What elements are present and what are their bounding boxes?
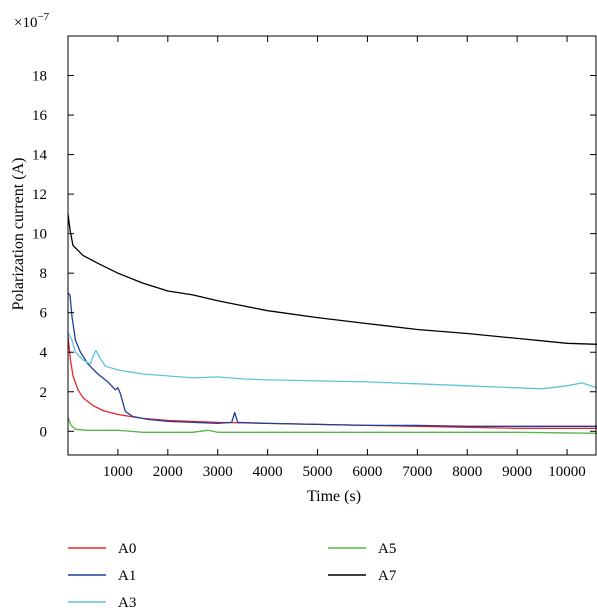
x-tick-label: 4000 xyxy=(253,464,283,480)
y-tick-label: 12 xyxy=(32,187,47,203)
x-axis: 1000 2000 3000 4000 5000 6000 7000 8000 9000 1000… xyxy=(103,36,586,480)
legend-item-a1: A1 xyxy=(68,568,136,584)
x-tick-label: 9000 xyxy=(502,464,532,480)
legend-label: A1 xyxy=(118,568,136,584)
y-axis: 0 2 4 6 8 10 12 14 16 18 xyxy=(32,69,596,440)
x-tick-label: 5000 xyxy=(303,464,333,480)
series-line-a3 xyxy=(68,332,597,390)
x-tick-label: 10000 xyxy=(548,464,586,480)
series-line-a0 xyxy=(68,336,597,429)
x-tick-label: 3000 xyxy=(203,464,233,480)
x-tick-label: 6000 xyxy=(352,464,382,480)
legend-item-a0: A0 xyxy=(68,541,136,557)
y-tick-label: 8 xyxy=(40,266,48,282)
y-tick-label: 18 xyxy=(32,69,47,85)
legend-label: A3 xyxy=(118,595,136,611)
x-axis-label: Time (s) xyxy=(307,488,361,505)
y-tick-label: 16 xyxy=(32,108,48,124)
y-axis-label: Polarization current (A) xyxy=(10,158,27,311)
series-line-a5 xyxy=(68,417,597,434)
legend: A0 A1 A3 A5 A7 xyxy=(68,541,397,611)
x-tick-label: 1000 xyxy=(103,464,133,480)
legend-label: A7 xyxy=(378,568,397,584)
x-tick-label: 7000 xyxy=(402,464,432,480)
plot-frame xyxy=(67,35,597,456)
y-tick-label: 0 xyxy=(40,424,48,440)
y-tick-label: 10 xyxy=(32,227,47,243)
x-tick-label: 2000 xyxy=(153,464,183,480)
y-axis-multiplier: ×10−7 xyxy=(14,11,50,31)
legend-item-a7: A7 xyxy=(328,568,397,584)
y-tick-label: 6 xyxy=(40,306,48,322)
legend-item-a3: A3 xyxy=(68,595,136,611)
legend-label: A0 xyxy=(118,541,136,557)
series-line-a1 xyxy=(68,292,597,427)
y-tick-label: 2 xyxy=(40,385,48,401)
x-tick-label: 8000 xyxy=(452,464,482,480)
series-layer xyxy=(68,213,597,434)
legend-label: A5 xyxy=(378,541,396,557)
y-axis-exponent: −7 xyxy=(37,11,49,23)
legend-item-a5: A5 xyxy=(328,541,396,557)
y-tick-label: 4 xyxy=(40,345,48,361)
y-tick-label: 14 xyxy=(32,148,48,164)
series-line-a7 xyxy=(68,213,597,345)
